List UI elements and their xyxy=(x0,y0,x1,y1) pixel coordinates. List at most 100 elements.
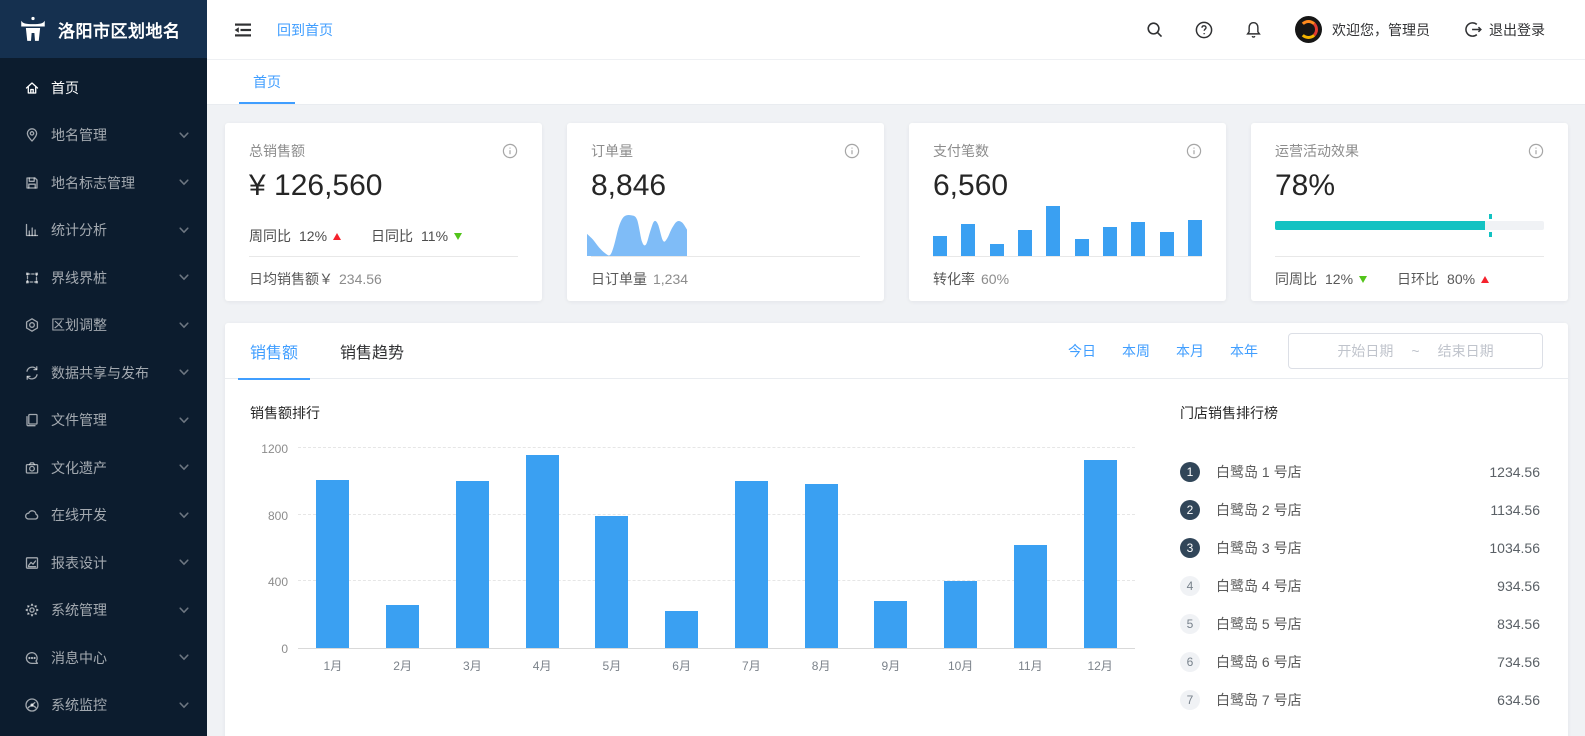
activity-progress-bar xyxy=(1275,214,1544,237)
sidebar-item-label: 在线开发 xyxy=(51,507,107,524)
bar-2月 xyxy=(386,604,420,648)
spark-bar xyxy=(989,243,1004,256)
card-value: ¥ 126,560 xyxy=(249,169,383,202)
sidebar-item-12[interactable]: 消息中心 xyxy=(0,634,207,682)
filter-link-1[interactable]: 本周 xyxy=(1122,342,1150,359)
y-tick-label: 400 xyxy=(267,575,288,590)
bar-11月 xyxy=(1013,544,1047,648)
search-icon[interactable] xyxy=(1145,20,1164,39)
x-tick-label: 11月 xyxy=(1018,659,1043,673)
message-icon xyxy=(24,650,40,666)
card-title: 运营活动效果 xyxy=(1275,143,1359,159)
chevron-down-icon xyxy=(179,607,189,614)
logout-button[interactable]: 退出登录 xyxy=(1464,20,1545,40)
rank-badge: 7 xyxy=(1180,690,1200,710)
store-value: 1134.56 xyxy=(1490,502,1540,518)
down-arrow-icon xyxy=(1359,275,1368,283)
card-orders: 订单量 8,846 日订单量 1,234 xyxy=(567,123,884,301)
x-tick-label: 3月 xyxy=(463,659,482,673)
sidebar-item-8[interactable]: 文化遗产 xyxy=(0,444,207,492)
store-value: 934.56 xyxy=(1497,578,1540,594)
files-icon xyxy=(24,412,40,428)
sidebar-item-11[interactable]: 系统管理 xyxy=(0,587,207,635)
card-value: 8,846 xyxy=(591,169,667,202)
bar-10月 xyxy=(944,581,978,648)
sidebar-item-4[interactable]: 界线界桩 xyxy=(0,254,207,302)
store-value: 1234.56 xyxy=(1489,464,1540,480)
orders-area-sparkline xyxy=(587,214,687,256)
info-icon[interactable] xyxy=(844,143,860,159)
filter-link-2[interactable]: 本月 xyxy=(1176,342,1204,359)
card-footer: 日均销售额￥ 234.56 xyxy=(249,256,518,301)
store-name: 白鹭岛 1 号店 xyxy=(1216,464,1302,480)
bar-3月 xyxy=(455,481,489,648)
payments-bar-sparkline xyxy=(933,204,1202,256)
info-icon[interactable] xyxy=(502,143,518,159)
sidebar-item-5[interactable]: 区划调整 xyxy=(0,302,207,350)
chevron-down-icon xyxy=(179,227,189,234)
sidebar-item-7[interactable]: 文件管理 xyxy=(0,397,207,445)
chevron-down-icon xyxy=(179,179,189,186)
collapse-sidebar-icon[interactable] xyxy=(233,20,253,40)
bar-8月 xyxy=(804,483,838,648)
info-icon[interactable] xyxy=(1186,143,1202,159)
chevron-down-icon xyxy=(179,702,189,709)
store-value: 834.56 xyxy=(1497,616,1540,632)
save-icon xyxy=(24,175,40,191)
filter-link-3[interactable]: 本年 xyxy=(1230,342,1258,359)
filter-link-0[interactable]: 今日 xyxy=(1068,342,1096,359)
bar-6月 xyxy=(665,611,699,648)
notification-bell-icon[interactable] xyxy=(1244,20,1263,40)
bar-12月 xyxy=(1083,459,1117,648)
x-tick-label: 10月 xyxy=(947,659,974,673)
spark-bar xyxy=(1159,232,1174,256)
x-tick-label: 7月 xyxy=(742,659,761,673)
date-separator: ~ xyxy=(1411,342,1420,359)
card-footer: 日订单量 1,234 xyxy=(591,256,860,301)
sidebar-item-13[interactable]: 系统监控 xyxy=(0,682,207,730)
chevron-down-icon xyxy=(179,322,189,329)
chevron-down-icon xyxy=(179,274,189,281)
page-tab-0[interactable]: 首页 xyxy=(239,60,295,104)
date-range-picker[interactable]: 开始日期 ~ 结束日期 xyxy=(1288,332,1543,369)
rank-badge: 2 xyxy=(1180,500,1200,520)
sidebar-item-6[interactable]: 数据共享与发布 xyxy=(0,349,207,397)
help-icon[interactable] xyxy=(1194,20,1214,40)
chevron-down-icon xyxy=(179,369,189,376)
sales-bar-chart-section: 销售额排行 0 400 800 1200 1月 2月 3月 4月 5月 6月 7月 8月 9月 10月 1… xyxy=(250,403,1135,719)
spark-bar xyxy=(1017,230,1032,256)
sidebar-item-label: 文化遗产 xyxy=(51,459,107,476)
down-arrow-icon xyxy=(454,232,463,240)
card-value: 78% xyxy=(1275,169,1336,202)
ranking-row-4: 4 白鹭岛 4 号店 934.56 xyxy=(1180,567,1540,605)
trend-week: 周同比 12% xyxy=(249,226,342,246)
spark-bar xyxy=(1102,227,1117,256)
panel-tab-1[interactable]: 销售趋势 xyxy=(340,344,405,362)
sidebar-item-label: 地名标志管理 xyxy=(51,174,135,191)
monitor-icon xyxy=(24,697,40,713)
selection-icon xyxy=(24,270,40,286)
end-date-placeholder: 结束日期 xyxy=(1437,342,1494,359)
sidebar-item-label: 系统管理 xyxy=(51,602,107,619)
store-name: 白鹭岛 5 号店 xyxy=(1216,616,1302,632)
camera-icon xyxy=(24,460,40,476)
app-title: 洛阳市区划地名 xyxy=(58,21,181,41)
chevron-down-icon xyxy=(179,559,189,566)
chevron-down-icon xyxy=(179,654,189,661)
sidebar-item-3[interactable]: 统计分析 xyxy=(0,207,207,255)
panel-tab-0[interactable]: 销售额 xyxy=(237,323,311,380)
card-title: 支付笔数 xyxy=(933,143,989,159)
bar-4月 xyxy=(525,454,559,648)
sidebar-item-10[interactable]: 报表设计 xyxy=(0,539,207,587)
card-total-sales: 总销售额 ¥ 126,560 周同比 12% xyxy=(225,123,542,301)
user-avatar[interactable] xyxy=(1295,16,1322,43)
chart-title: 销售额排行 xyxy=(250,405,320,421)
sidebar-item-1[interactable]: 地名管理 xyxy=(0,112,207,160)
back-home-link[interactable]: 回到首页 xyxy=(277,21,333,38)
info-icon[interactable] xyxy=(1528,143,1544,159)
sidebar-item-9[interactable]: 在线开发 xyxy=(0,492,207,540)
trend-day: 日同比 11% xyxy=(371,226,463,246)
sidebar-item-2[interactable]: 地名标志管理 xyxy=(0,159,207,207)
sidebar-item-label: 文件管理 xyxy=(51,412,107,429)
sidebar-item-0[interactable]: 首页 xyxy=(0,64,207,112)
